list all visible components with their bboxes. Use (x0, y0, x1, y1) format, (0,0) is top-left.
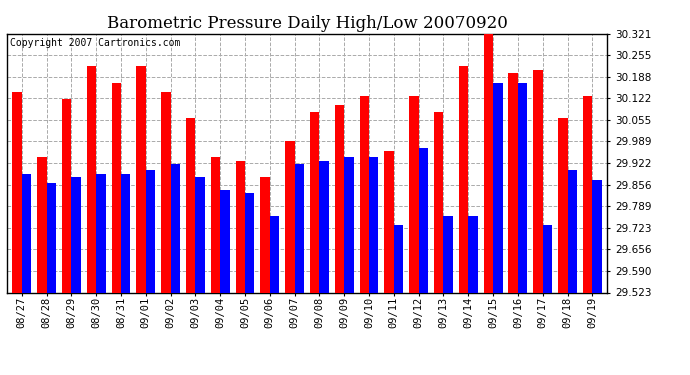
Bar (434, 112, 444, 292)
Bar (211, 157, 220, 292)
Bar (260, 177, 270, 292)
Bar (369, 157, 379, 292)
Bar (62, 99, 71, 292)
Bar (469, 216, 477, 292)
Bar (509, 73, 518, 292)
Bar (419, 147, 428, 292)
Bar (96, 174, 106, 292)
Bar (285, 141, 295, 292)
Bar (186, 118, 195, 292)
Bar (459, 66, 469, 292)
Bar (161, 93, 170, 292)
Bar (270, 216, 279, 292)
Bar (592, 180, 602, 292)
Bar (295, 164, 304, 292)
Bar (344, 157, 354, 292)
Bar (335, 105, 344, 292)
Bar (87, 66, 96, 292)
Bar (567, 170, 577, 292)
Bar (37, 157, 47, 292)
Bar (170, 164, 180, 292)
Bar (319, 160, 329, 292)
Bar (12, 93, 22, 292)
Text: Copyright 2007 Cartronics.com: Copyright 2007 Cartronics.com (10, 38, 180, 48)
Bar (47, 183, 56, 292)
Bar (235, 160, 245, 292)
Bar (518, 83, 527, 292)
Bar (533, 70, 543, 292)
Bar (310, 112, 319, 292)
Bar (394, 225, 403, 292)
Bar (195, 177, 205, 292)
Bar (359, 96, 369, 292)
Bar (22, 174, 31, 292)
Bar (112, 83, 121, 292)
Bar (220, 190, 230, 292)
Bar (384, 151, 394, 292)
Bar (493, 83, 502, 292)
Bar (583, 96, 592, 292)
Bar (245, 193, 255, 292)
Bar (484, 21, 493, 292)
Bar (409, 96, 419, 292)
Bar (543, 225, 552, 292)
Bar (558, 118, 567, 292)
Title: Barometric Pressure Daily High/Low 20070920: Barometric Pressure Daily High/Low 20070… (107, 15, 507, 32)
Bar (137, 66, 146, 292)
Bar (146, 170, 155, 292)
Bar (444, 216, 453, 292)
Bar (121, 174, 130, 292)
Bar (71, 177, 81, 292)
